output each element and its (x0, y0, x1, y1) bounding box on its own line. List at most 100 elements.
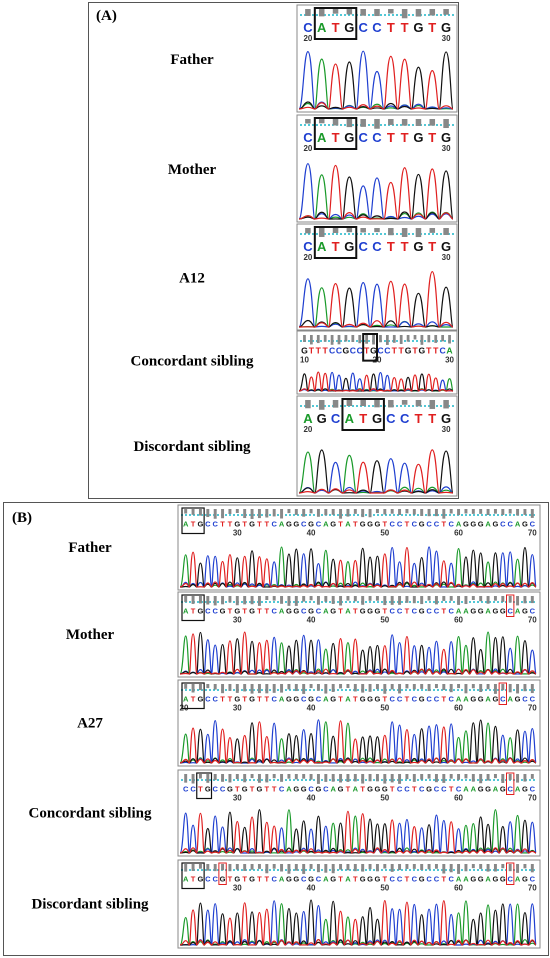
variant-box (498, 682, 507, 705)
quality-bar (523, 596, 527, 604)
base-call: T (228, 875, 233, 884)
quality-bar (442, 774, 446, 783)
base-call: G (441, 411, 451, 426)
base-call: G (478, 607, 484, 616)
quality-bar (530, 864, 534, 873)
quality-bar (265, 684, 269, 694)
base-call: A (471, 785, 477, 794)
base-call: T (412, 785, 417, 794)
quality-bar (361, 509, 365, 518)
position-number: 30 (442, 144, 451, 153)
quality-bar (516, 774, 520, 783)
quality-bar (523, 864, 527, 869)
quality-bar (486, 684, 490, 690)
quality-bar (420, 335, 424, 345)
sample-label: Discordant sibling (31, 896, 149, 912)
quality-bar (332, 228, 339, 234)
quality-bar (358, 335, 362, 344)
quality-bar (330, 335, 334, 345)
base-call: C (372, 239, 382, 254)
quality-bar (257, 596, 261, 606)
quality-bar (390, 774, 394, 783)
position-number: 30 (442, 425, 451, 434)
quality-bar (191, 864, 195, 871)
base-call: G (413, 130, 423, 145)
quality-bar (398, 684, 402, 694)
base-call: T (428, 239, 436, 254)
quality-bar (316, 509, 320, 517)
base-call: T (257, 520, 262, 529)
base-call: G (500, 875, 506, 884)
base-call: C (301, 875, 307, 884)
quality-bar (184, 684, 188, 689)
base-call: G (249, 875, 255, 884)
quality-bar (471, 774, 475, 782)
quality-bar (360, 9, 366, 16)
base-call: T (332, 20, 340, 35)
base-call: G (419, 520, 425, 529)
quality-bar (374, 228, 380, 233)
quality-bar (392, 335, 396, 343)
quality-bar (303, 335, 306, 342)
base-call: G (316, 785, 322, 794)
quality-bar (316, 774, 320, 784)
position-number: 50 (380, 616, 389, 625)
quality-bar (361, 684, 365, 693)
quality-bar (441, 335, 445, 342)
base-call: G (500, 607, 506, 616)
base-call: G (360, 875, 366, 884)
base-call: C (397, 695, 403, 704)
base-call: G (493, 520, 499, 529)
quality-bar (442, 596, 446, 601)
position-number: 40 (307, 794, 316, 803)
quality-bar (257, 509, 261, 519)
base-call: G (405, 346, 412, 356)
quality-bar (353, 509, 357, 514)
base-call: C (279, 785, 285, 794)
base-call: C (397, 875, 403, 884)
base-call: G (257, 785, 263, 794)
quality-bar (228, 684, 232, 691)
base-call: C (372, 20, 382, 35)
quality-bar (406, 335, 410, 342)
quality-bar (434, 335, 438, 343)
base-call: G (370, 346, 377, 356)
sample-label: Concordant sibling (29, 805, 152, 821)
base-call: T (265, 695, 270, 704)
quality-bar (191, 509, 195, 515)
base-call: G (205, 785, 211, 794)
quality-bar (374, 119, 380, 129)
sample-label: A12 (179, 270, 205, 286)
base-call: C (357, 346, 363, 356)
quality-bar (398, 509, 402, 515)
base-call: T (265, 607, 270, 616)
quality-bar (361, 774, 365, 784)
quality-bar (368, 596, 372, 601)
base-call: T (399, 346, 405, 356)
base-call: G (344, 239, 354, 254)
base-call: T (428, 130, 436, 145)
quality-bar (305, 400, 311, 409)
quality-bar (530, 596, 534, 604)
quality-bar (427, 596, 431, 601)
base-call: T (242, 520, 247, 529)
base-call: G (308, 520, 314, 529)
quality-bar (464, 596, 468, 605)
quality-bar (221, 509, 225, 519)
quality-bar (398, 864, 402, 871)
quality-bar (332, 9, 339, 14)
quality-bar (287, 684, 291, 690)
quality-bar (493, 774, 497, 779)
quality-bar (346, 596, 350, 601)
base-call: G (301, 346, 308, 356)
position-number: 30 (233, 794, 242, 803)
base-call: T (353, 607, 358, 616)
base-call: T (220, 695, 225, 704)
position-number: 40 (307, 616, 316, 625)
quality-bar (287, 864, 291, 874)
base-call: T (442, 695, 447, 704)
base-call: G (330, 695, 336, 704)
quality-bar (420, 684, 424, 689)
base-call: T (405, 520, 410, 529)
base-call: G (419, 695, 425, 704)
